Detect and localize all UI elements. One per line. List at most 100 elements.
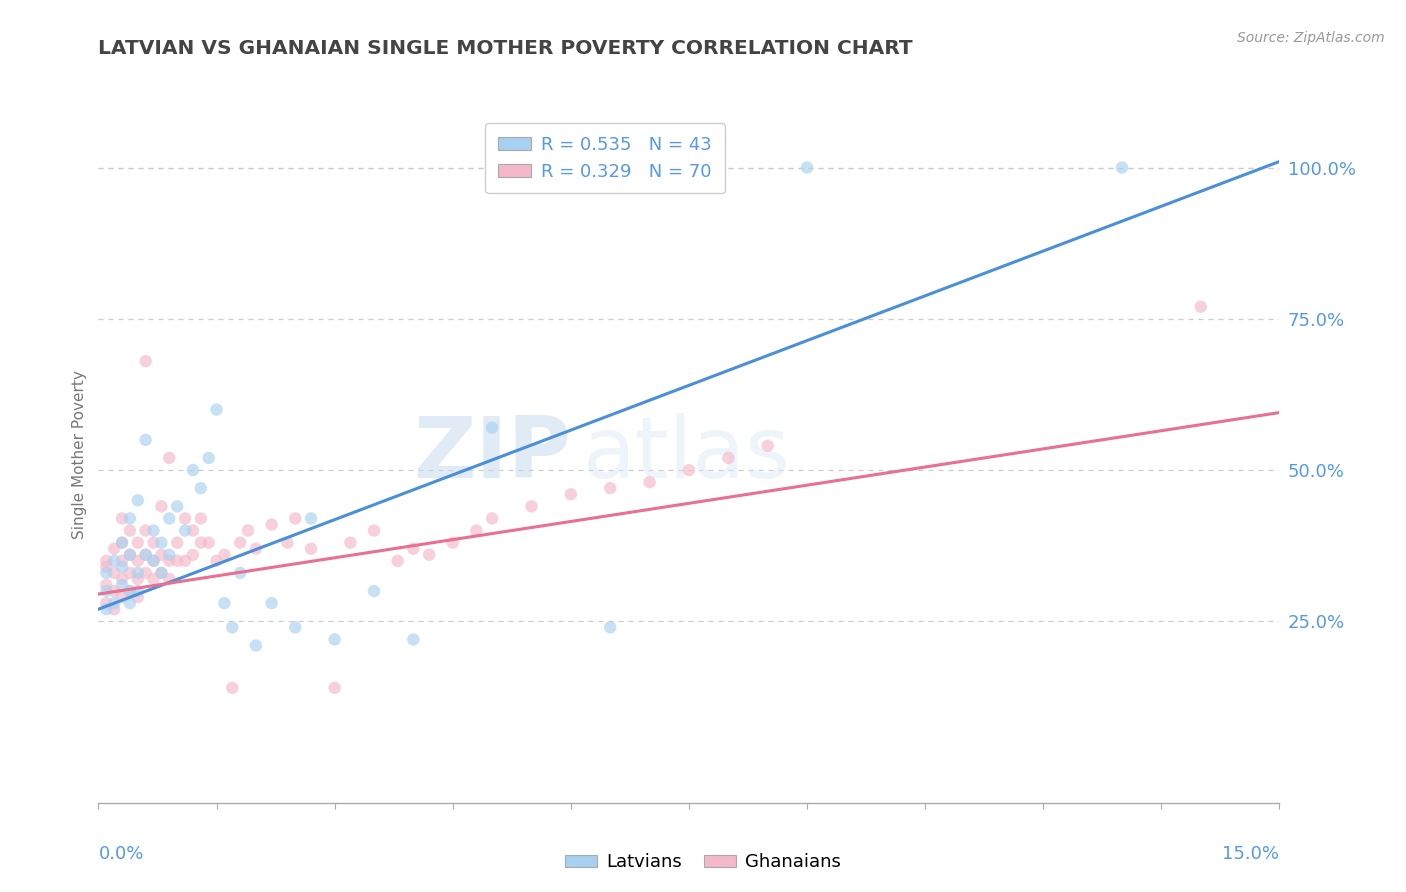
Point xyxy=(103,584,125,599)
Point xyxy=(560,487,582,501)
Point xyxy=(157,572,180,586)
Legend: R = 0.535   N = 43, R = 0.329   N = 70: R = 0.535 N = 43, R = 0.329 N = 70 xyxy=(485,123,724,194)
Point xyxy=(111,578,134,592)
Point xyxy=(135,524,157,538)
Point xyxy=(205,402,228,417)
Point xyxy=(181,548,204,562)
Point xyxy=(599,620,621,634)
Point xyxy=(118,596,141,610)
Point xyxy=(190,535,212,549)
Point xyxy=(387,554,409,568)
Point xyxy=(481,420,503,434)
Point xyxy=(166,535,188,549)
Point xyxy=(111,572,134,586)
Point xyxy=(111,559,134,574)
Point xyxy=(402,541,425,556)
Text: LATVIAN VS GHANAIAN SINGLE MOTHER POVERTY CORRELATION CHART: LATVIAN VS GHANAIAN SINGLE MOTHER POVERT… xyxy=(98,39,912,58)
Text: 0.0%: 0.0% xyxy=(98,845,143,863)
Point xyxy=(638,475,661,490)
Point xyxy=(111,535,134,549)
Point xyxy=(103,566,125,580)
Point xyxy=(174,511,197,525)
Point xyxy=(190,511,212,525)
Point xyxy=(197,450,219,465)
Point xyxy=(157,554,180,568)
Point xyxy=(127,584,149,599)
Point xyxy=(127,590,149,604)
Point xyxy=(103,554,125,568)
Point xyxy=(135,548,157,562)
Point xyxy=(402,632,425,647)
Point xyxy=(221,620,243,634)
Point xyxy=(150,535,173,549)
Point xyxy=(520,500,543,514)
Point xyxy=(465,524,488,538)
Point xyxy=(118,584,141,599)
Point xyxy=(135,354,157,368)
Point xyxy=(339,535,361,549)
Point xyxy=(284,620,307,634)
Point xyxy=(150,500,173,514)
Point xyxy=(174,554,197,568)
Point xyxy=(111,590,134,604)
Point xyxy=(260,596,283,610)
Point xyxy=(96,584,118,599)
Point xyxy=(142,572,165,586)
Text: Source: ZipAtlas.com: Source: ZipAtlas.com xyxy=(1237,31,1385,45)
Point xyxy=(299,511,322,525)
Point xyxy=(111,535,134,549)
Point xyxy=(96,554,118,568)
Point xyxy=(111,511,134,525)
Point xyxy=(118,548,141,562)
Point xyxy=(142,535,165,549)
Point xyxy=(166,500,188,514)
Point xyxy=(118,566,141,580)
Point xyxy=(103,596,125,610)
Point xyxy=(481,511,503,525)
Point xyxy=(756,439,779,453)
Point xyxy=(142,554,165,568)
Point xyxy=(236,524,259,538)
Point xyxy=(96,566,118,580)
Point xyxy=(150,566,173,580)
Point xyxy=(221,681,243,695)
Point xyxy=(245,541,267,556)
Point xyxy=(418,548,440,562)
Point xyxy=(135,566,157,580)
Y-axis label: Single Mother Poverty: Single Mother Poverty xyxy=(72,370,87,540)
Point xyxy=(118,584,141,599)
Point xyxy=(1111,161,1133,175)
Point xyxy=(181,524,204,538)
Point xyxy=(363,524,385,538)
Point xyxy=(127,572,149,586)
Point xyxy=(717,450,740,465)
Point xyxy=(229,566,252,580)
Point xyxy=(135,548,157,562)
Point xyxy=(127,566,149,580)
Point xyxy=(96,596,118,610)
Point xyxy=(96,578,118,592)
Point xyxy=(323,681,346,695)
Point xyxy=(174,524,197,538)
Point xyxy=(363,584,385,599)
Point xyxy=(118,511,141,525)
Point xyxy=(190,481,212,495)
Point xyxy=(142,554,165,568)
Text: atlas: atlas xyxy=(582,413,790,497)
Point xyxy=(150,566,173,580)
Point xyxy=(205,554,228,568)
Point xyxy=(796,161,818,175)
Point xyxy=(135,433,157,447)
Text: 15.0%: 15.0% xyxy=(1222,845,1279,863)
Point xyxy=(299,541,322,556)
Point xyxy=(229,535,252,549)
Point xyxy=(118,548,141,562)
Point xyxy=(284,511,307,525)
Point xyxy=(127,493,149,508)
Legend: Latvians, Ghanaians: Latvians, Ghanaians xyxy=(558,847,848,879)
Point xyxy=(96,602,118,616)
Point xyxy=(599,481,621,495)
Point xyxy=(127,554,149,568)
Point xyxy=(323,632,346,647)
Point xyxy=(276,535,298,549)
